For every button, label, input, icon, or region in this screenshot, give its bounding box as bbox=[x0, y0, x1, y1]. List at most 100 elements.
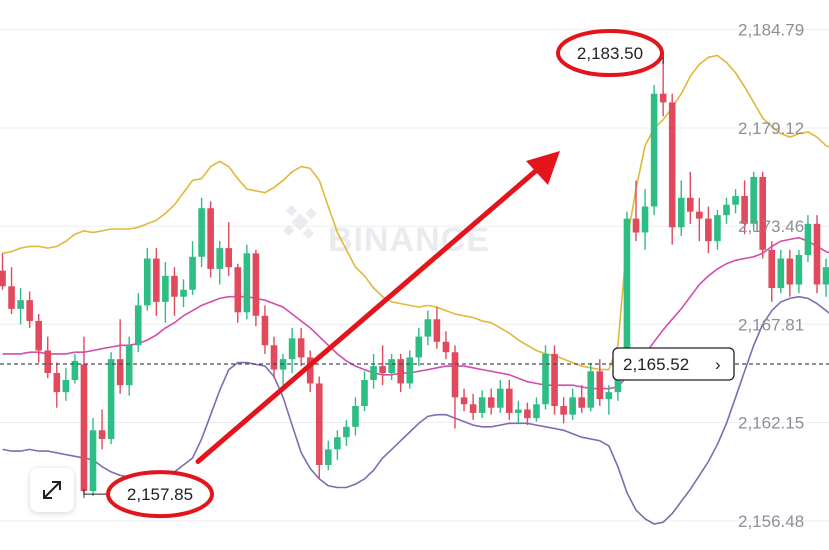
candle-body bbox=[623, 218, 631, 368]
candle-body bbox=[542, 353, 549, 405]
candle-body bbox=[560, 405, 567, 415]
candle-body bbox=[189, 256, 196, 290]
y-tick-label: 2,184.79 bbox=[738, 21, 804, 40]
candle-body bbox=[171, 275, 178, 297]
candle-body bbox=[741, 196, 748, 224]
candle-down bbox=[668, 93, 676, 245]
candle-down bbox=[234, 263, 242, 323]
candle-up bbox=[822, 258, 829, 297]
candle-down bbox=[53, 362, 61, 408]
candle-up bbox=[478, 390, 486, 419]
candle-body bbox=[696, 211, 703, 219]
candle-down bbox=[524, 402, 531, 426]
candle-body bbox=[207, 208, 214, 269]
candle-body bbox=[80, 364, 88, 492]
candle-down bbox=[451, 345, 459, 429]
candle-body bbox=[478, 397, 486, 413]
candle-up bbox=[189, 241, 196, 295]
annotations: 2,183.50 2,157.85 bbox=[83, 29, 664, 519]
candle-body bbox=[162, 275, 169, 302]
candle-body bbox=[44, 350, 52, 374]
candle-down bbox=[153, 248, 160, 316]
candle-body bbox=[723, 204, 730, 216]
candle-body bbox=[53, 373, 61, 393]
candle-body bbox=[216, 248, 223, 269]
candle-body bbox=[668, 102, 676, 228]
candle-up bbox=[361, 371, 368, 412]
low-price-label: 2,157.85 bbox=[127, 485, 193, 504]
trend-arrow-head bbox=[526, 150, 560, 185]
candle-body bbox=[388, 359, 395, 374]
candle-up bbox=[180, 279, 187, 308]
candle-up bbox=[542, 345, 549, 410]
candle-up bbox=[677, 180, 685, 236]
candle-up bbox=[415, 327, 423, 367]
candle-body bbox=[641, 206, 649, 233]
candle-body bbox=[343, 426, 350, 438]
y-tick-label: 2,179.12 bbox=[738, 119, 804, 138]
candle-up bbox=[732, 189, 739, 214]
high-price-label: 2,183.50 bbox=[577, 44, 643, 63]
candle-body bbox=[424, 319, 432, 337]
candle-body bbox=[442, 341, 450, 353]
high-circle bbox=[556, 29, 664, 78]
candle-down bbox=[270, 336, 278, 379]
candle-body bbox=[270, 345, 278, 370]
candle-down bbox=[696, 197, 703, 242]
watermark: BINANCE bbox=[283, 205, 489, 259]
candle-down bbox=[632, 180, 640, 242]
candle-up bbox=[134, 293, 142, 353]
candle-up bbox=[325, 440, 332, 471]
chevron-right-icon: › bbox=[715, 355, 721, 374]
candle-up bbox=[723, 197, 730, 224]
current-price-tag[interactable]: 2,165.52 › bbox=[612, 347, 735, 381]
candle-body bbox=[62, 379, 70, 393]
candle-body bbox=[153, 258, 160, 302]
y-axis: 2,184.79 2,179.12 2,173.46 2,167.81 2,162.15… bbox=[738, 21, 804, 531]
y-tick-label: 2,167.81 bbox=[738, 315, 804, 334]
candle-up bbox=[89, 418, 97, 497]
candle-body bbox=[0, 270, 6, 287]
candle-down bbox=[442, 331, 450, 360]
candle-up bbox=[343, 419, 350, 446]
low-circle bbox=[106, 470, 214, 519]
candle-body bbox=[406, 357, 414, 384]
candle-body bbox=[8, 286, 15, 309]
candle-down bbox=[80, 336, 88, 498]
candle-body bbox=[659, 93, 667, 103]
candle-body bbox=[578, 397, 585, 408]
low-connector bbox=[83, 489, 116, 495]
candle-up bbox=[370, 353, 377, 389]
candle-body bbox=[297, 338, 305, 358]
candle-body bbox=[650, 93, 658, 207]
candle-body bbox=[795, 255, 803, 285]
candle-up bbox=[424, 310, 432, 346]
candle-down bbox=[741, 180, 748, 235]
candle-body bbox=[813, 223, 821, 285]
candle-up bbox=[777, 249, 785, 294]
candle-body bbox=[352, 405, 359, 427]
candle-up bbox=[107, 352, 115, 445]
candle-down bbox=[44, 336, 52, 379]
candle-up bbox=[533, 397, 540, 422]
candle-up bbox=[125, 336, 133, 396]
candle-body bbox=[768, 249, 776, 289]
expand-button[interactable] bbox=[30, 468, 74, 512]
candle-body bbox=[26, 300, 33, 321]
candles bbox=[0, 52, 829, 498]
candle-up bbox=[288, 327, 296, 374]
candle-body bbox=[71, 360, 79, 380]
candle-body bbox=[107, 359, 115, 439]
candle-body bbox=[325, 449, 332, 465]
candle-body bbox=[777, 258, 785, 289]
candle-body bbox=[334, 437, 341, 450]
candle-down bbox=[487, 388, 495, 415]
candle-body bbox=[144, 258, 151, 306]
candle-body bbox=[732, 196, 739, 205]
candle-down bbox=[26, 291, 33, 328]
candle-body bbox=[198, 208, 205, 257]
candle-down bbox=[469, 393, 477, 420]
candle-body bbox=[632, 218, 640, 233]
candle-body bbox=[252, 253, 260, 316]
candle-up bbox=[587, 362, 595, 412]
